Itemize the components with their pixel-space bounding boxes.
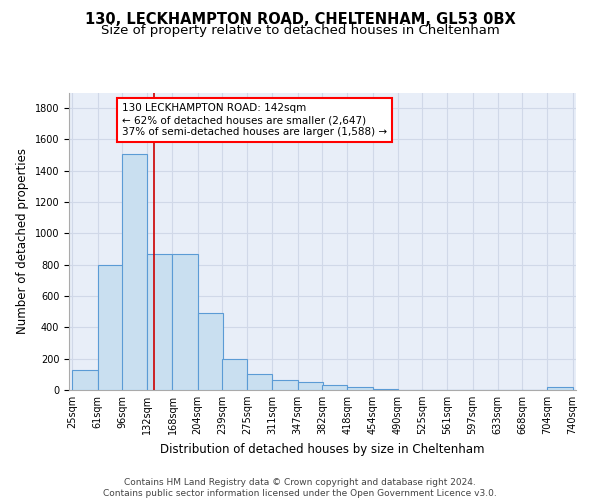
Bar (222, 358, 247, 390)
Bar (347, 387, 373, 390)
Bar (197, 314, 223, 390)
Bar (247, 374, 272, 390)
Text: 130, LECKHAMPTON ROAD, CHELTENHAM, GL53 0BX: 130, LECKHAMPTON ROAD, CHELTENHAM, GL53 … (85, 12, 515, 28)
Bar (122, 154, 148, 390)
Bar (373, 389, 398, 390)
Bar (547, 387, 572, 390)
Bar (98, 264, 123, 390)
Bar (73, 370, 98, 390)
Text: Size of property relative to detached houses in Cheltenham: Size of property relative to detached ho… (101, 24, 499, 37)
Y-axis label: Number of detached properties: Number of detached properties (16, 148, 29, 334)
Bar (272, 380, 298, 390)
Bar (172, 254, 197, 390)
X-axis label: Distribution of detached houses by size in Cheltenham: Distribution of detached houses by size … (160, 442, 485, 456)
Bar (298, 382, 323, 390)
Text: 130 LECKHAMPTON ROAD: 142sqm
← 62% of detached houses are smaller (2,647)
37% of: 130 LECKHAMPTON ROAD: 142sqm ← 62% of de… (122, 104, 387, 136)
Bar (322, 386, 347, 390)
Bar (148, 254, 172, 390)
Text: Contains HM Land Registry data © Crown copyright and database right 2024.
Contai: Contains HM Land Registry data © Crown c… (103, 478, 497, 498)
